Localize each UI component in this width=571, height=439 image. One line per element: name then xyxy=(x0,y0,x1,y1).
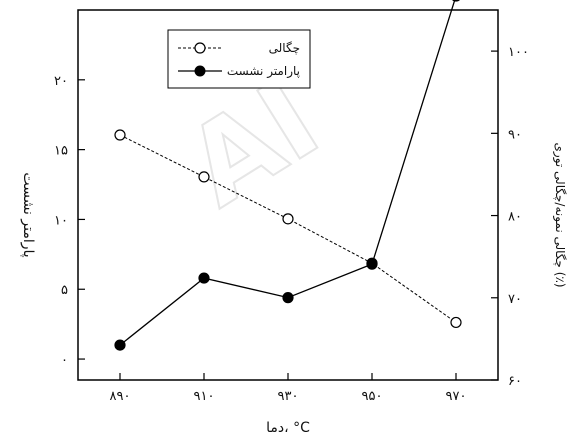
left-tick-label: ۰ xyxy=(61,353,68,368)
right-tick-label: ۶۰ xyxy=(508,374,522,389)
x-tick-label: ۸۹۰ xyxy=(110,389,131,404)
series-layer xyxy=(114,0,462,351)
right-axis-ticks: ۶۰ ۷۰ ۸۰ ۹۰ ۱۰۰ xyxy=(491,45,529,389)
left-tick-label: ۱۵ xyxy=(54,144,68,159)
x-tick-label: ۹۷۰ xyxy=(446,389,467,404)
density-point xyxy=(114,129,126,141)
legend-filled-circle-marker xyxy=(194,65,206,77)
x-axis-title: دما، °C xyxy=(266,420,310,436)
left-tick-label: ۵ xyxy=(61,283,68,298)
x-tick-label: ۹۱۰ xyxy=(194,389,215,404)
density-point xyxy=(282,213,294,225)
left-axis-ticks: ۰ ۵ ۱۰ ۱۵ ۲۰ xyxy=(54,74,85,368)
x-axis-ticks: ۸۹۰ ۹۱۰ ۹۳۰ ۹۵۰ ۹۷۰ xyxy=(110,373,467,404)
legend-box xyxy=(167,29,311,89)
sintering-point xyxy=(114,339,126,351)
density-point xyxy=(450,316,462,329)
legend-open-circle-marker xyxy=(194,42,206,54)
legend: چگالی پارامتر نشست xyxy=(167,29,311,89)
right-tick-label: ۹۰ xyxy=(508,127,522,142)
sintering-point xyxy=(366,258,378,270)
left-tick-label: ۱۰ xyxy=(54,213,68,228)
right-axis-title: چگالی نمونه/چگالی توری (٪) xyxy=(552,143,567,288)
sintering-point xyxy=(282,292,294,304)
legend-label-density: چگالی xyxy=(269,41,300,55)
left-tick-label: ۲۰ xyxy=(54,74,68,89)
legend-label-sintering-parameter: پارامتر نشست xyxy=(227,64,300,79)
left-axis-title: پارامتر نشست xyxy=(20,172,36,257)
x-tick-label: ۹۵۰ xyxy=(362,389,383,404)
right-tick-label: ۷۰ xyxy=(508,292,522,307)
x-tick-label: ۹۳۰ xyxy=(278,389,299,404)
sintering-point xyxy=(452,0,460,2)
right-tick-label: ۸۰ xyxy=(508,210,522,225)
right-tick-label: ۱۰۰ xyxy=(508,45,529,60)
density-point xyxy=(198,171,210,183)
sintering-point xyxy=(198,272,210,284)
